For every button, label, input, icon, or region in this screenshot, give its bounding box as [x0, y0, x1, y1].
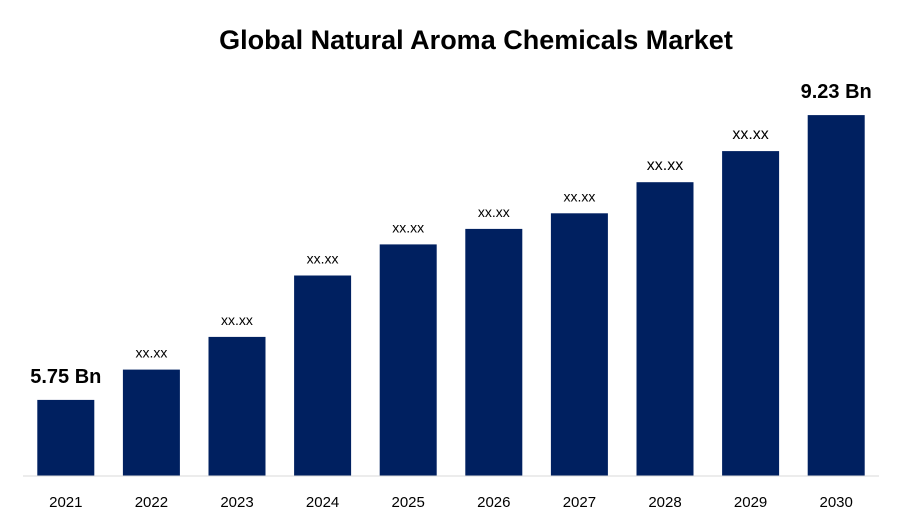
- x-tick-label-2028: 2028: [648, 494, 681, 511]
- bars-layer: [37, 115, 865, 477]
- bar-2027: [550, 213, 608, 477]
- data-label-2026: xx.xx: [478, 204, 510, 220]
- x-tick-label-2030: 2030: [820, 494, 853, 511]
- bar-2023: [208, 336, 266, 476]
- bar-2025: [379, 244, 437, 476]
- data-label-2021: 5.75 Bn: [30, 366, 101, 388]
- bar-2022: [122, 369, 180, 476]
- data-label-2029: xx.xx: [732, 126, 768, 143]
- bar-2024: [294, 275, 352, 476]
- data-label-2022: xx.xx: [135, 345, 167, 361]
- x-tick-label-2026: 2026: [477, 494, 510, 511]
- data-label-2030: 9.23 Bn: [801, 81, 872, 103]
- x-tick-label-2027: 2027: [563, 494, 596, 511]
- chart-title: Global Natural Aroma Chemicals Market: [219, 25, 733, 55]
- data-label-2028: xx.xx: [647, 157, 683, 174]
- x-tick-label-2021: 2021: [49, 494, 82, 511]
- x-tick-label-2024: 2024: [306, 494, 339, 511]
- bar-2021: [37, 399, 95, 476]
- data-label-2024: xx.xx: [307, 251, 339, 267]
- x-tick-labels-layer: 2021 2022 2023 2024 2025 2026 2027 2028 2029 2030: [49, 494, 853, 511]
- data-label-2027: xx.xx: [563, 188, 595, 204]
- bar-2028: [636, 182, 694, 476]
- bar-2029: [722, 151, 780, 476]
- data-label-2025: xx.xx: [392, 219, 424, 235]
- data-label-2023: xx.xx: [221, 312, 253, 328]
- x-tick-label-2025: 2025: [392, 494, 425, 511]
- x-tick-label-2029: 2029: [734, 494, 767, 511]
- data-labels-layer: 5.75 Bn xx.xx xx.xx xx.xx xx.xx xx.xx xx.xx xx.…: [30, 81, 872, 388]
- x-tick-label-2022: 2022: [135, 494, 168, 511]
- x-tick-label-2023: 2023: [220, 494, 253, 511]
- bar-2030: [807, 115, 865, 476]
- bar-2026: [465, 228, 523, 476]
